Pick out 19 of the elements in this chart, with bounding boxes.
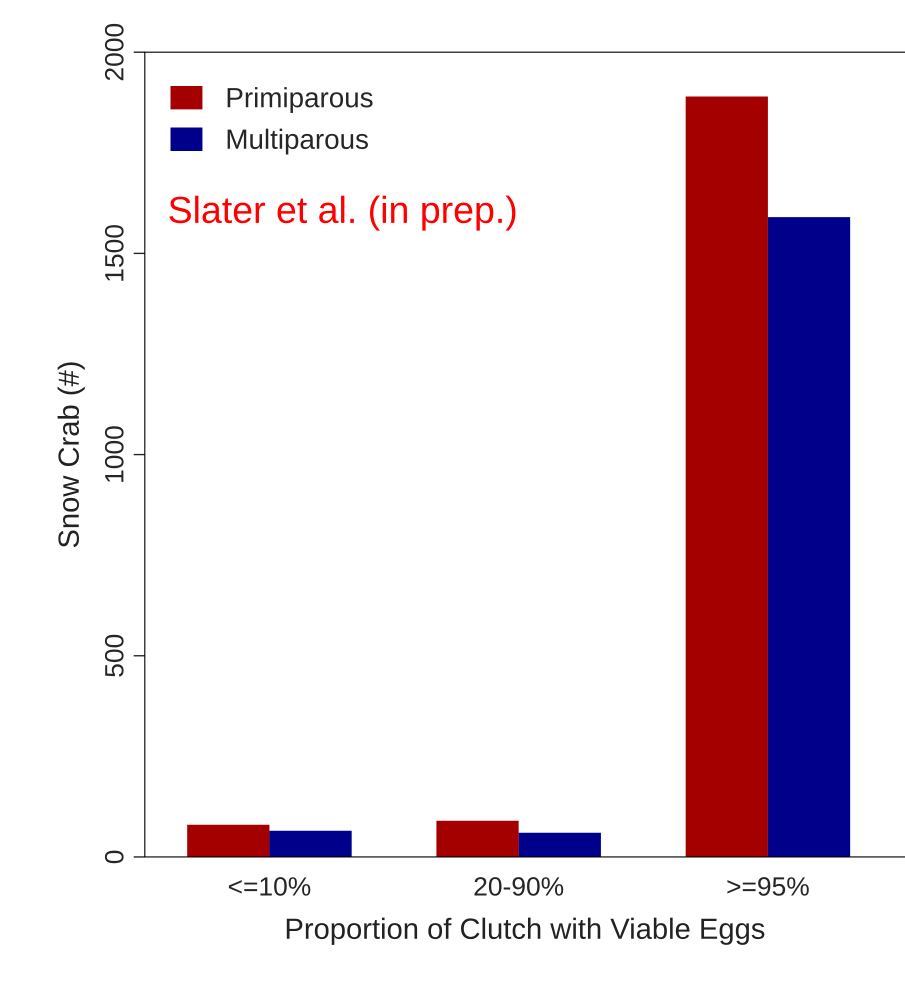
bar [768,217,850,857]
annotation: Slater et al. (in prep.) [169,196,516,231]
bar [269,830,352,857]
legend-label: Multiparous [228,128,368,155]
x-tick-label: <=10% [228,877,310,896]
y-tick-label: 1000 [104,426,124,482]
x-tick-label: >=95% [727,877,809,896]
y-tick-label: 500 [104,634,124,677]
y-axis-title: Snow Crab (#) [58,362,85,548]
y-tick-label: 0 [104,850,124,864]
y-tick-label: 1500 [104,225,124,281]
bar [518,832,601,857]
x-axis-title: Proportion of Clutch with Viable Eggs [286,918,764,945]
bar [686,96,768,857]
bar [187,824,270,857]
x-tick-label: 20-90% [474,877,564,896]
legend-label: Primiparous [228,87,373,113]
y-tick-label: 2000 [104,24,124,80]
bar [436,820,519,857]
